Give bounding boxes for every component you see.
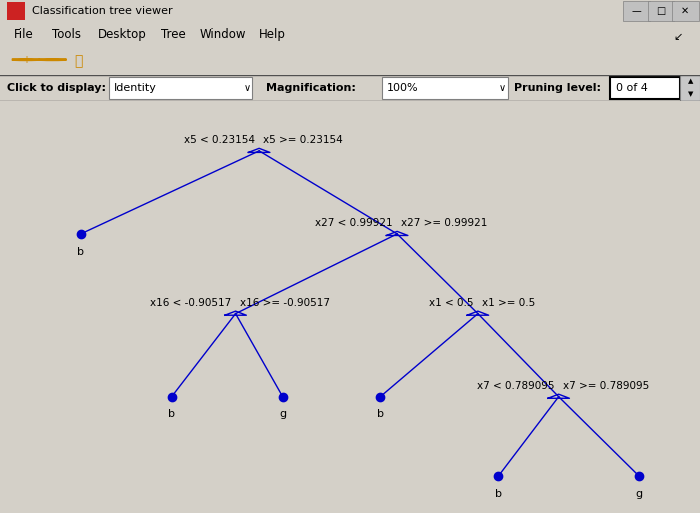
Text: Identity: Identity xyxy=(114,83,157,93)
Text: ✕: ✕ xyxy=(681,6,690,16)
Bar xyxy=(648,1,674,21)
Text: b: b xyxy=(377,409,384,419)
Text: x16 >= -0.90517: x16 >= -0.90517 xyxy=(239,298,330,308)
FancyBboxPatch shape xyxy=(610,77,680,99)
Text: —: — xyxy=(631,6,641,16)
Text: ▲: ▲ xyxy=(687,78,693,85)
Text: ∨: ∨ xyxy=(499,83,506,93)
Text: +: + xyxy=(22,54,30,65)
Text: g: g xyxy=(636,489,643,499)
Text: b: b xyxy=(168,409,175,419)
Text: Desktop: Desktop xyxy=(98,28,147,41)
FancyBboxPatch shape xyxy=(382,77,507,99)
Text: ▼: ▼ xyxy=(687,91,693,97)
FancyBboxPatch shape xyxy=(680,75,700,101)
Text: 0 of 4: 0 of 4 xyxy=(616,83,648,93)
Bar xyxy=(623,1,650,21)
Text: g: g xyxy=(279,409,286,419)
Text: □: □ xyxy=(656,6,666,16)
Text: x1 < 0.5: x1 < 0.5 xyxy=(429,298,474,308)
Text: b: b xyxy=(77,247,84,256)
Text: Tree: Tree xyxy=(161,28,186,41)
Text: x5 >= 0.23154: x5 >= 0.23154 xyxy=(263,135,343,145)
Text: Magnification:: Magnification: xyxy=(266,83,356,93)
Text: Click to display:: Click to display: xyxy=(7,83,106,93)
Text: x5 < 0.23154: x5 < 0.23154 xyxy=(184,135,255,145)
Bar xyxy=(7,2,24,20)
Text: x1 >= 0.5: x1 >= 0.5 xyxy=(482,298,536,308)
Text: Pruning level:: Pruning level: xyxy=(514,83,601,93)
Text: Help: Help xyxy=(259,28,286,41)
Text: Window: Window xyxy=(199,28,246,41)
Text: Tools: Tools xyxy=(52,28,81,41)
Text: x7 < 0.789095: x7 < 0.789095 xyxy=(477,381,554,391)
Text: 100%: 100% xyxy=(387,83,419,93)
Bar xyxy=(672,1,699,21)
Text: Classification tree viewer: Classification tree viewer xyxy=(32,6,172,16)
Text: ↙: ↙ xyxy=(673,32,682,42)
Text: x16 < -0.90517: x16 < -0.90517 xyxy=(150,298,232,308)
Text: ✋: ✋ xyxy=(74,54,83,68)
Text: x27 >= 0.99921: x27 >= 0.99921 xyxy=(401,218,487,228)
Text: ∨: ∨ xyxy=(244,83,251,93)
Text: −: − xyxy=(48,54,57,65)
Text: b: b xyxy=(495,489,502,499)
Text: x7 >= 0.789095: x7 >= 0.789095 xyxy=(563,381,649,391)
Text: x27 < 0.99921: x27 < 0.99921 xyxy=(316,218,393,228)
FancyBboxPatch shape xyxy=(108,77,252,99)
Text: File: File xyxy=(14,28,34,41)
